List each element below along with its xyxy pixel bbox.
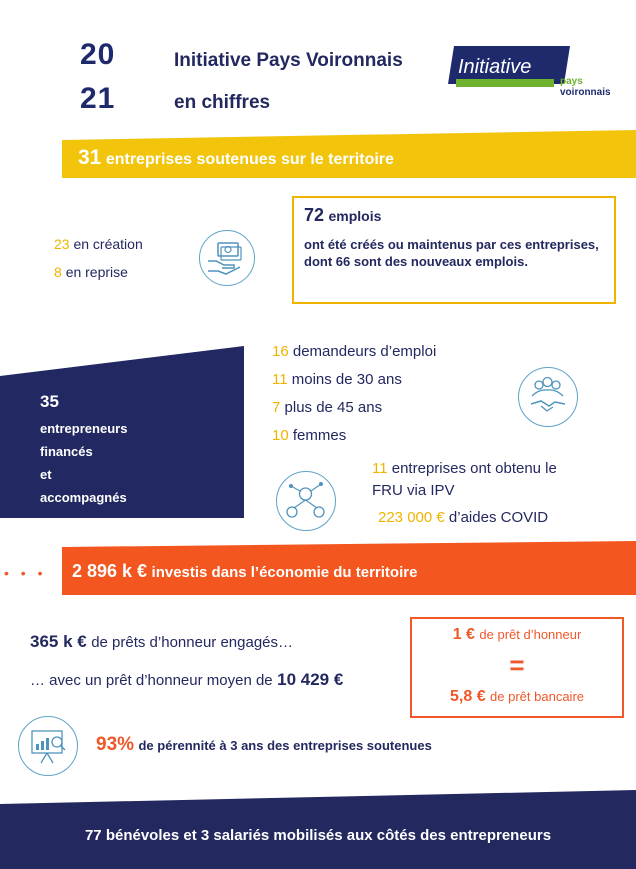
ratio-top: 1 € de prêt d’honneur <box>410 626 624 644</box>
emplois-label: emplois <box>328 208 382 224</box>
logo-green-bar <box>456 79 554 87</box>
year-top: 20 <box>80 38 116 71</box>
covid-amount: 223 000 € <box>378 509 445 526</box>
stat-item: 11 moins de 30 ans <box>272 371 402 388</box>
logo-sub-voironnais: voironnais <box>560 87 611 98</box>
emplois-value: 72 <box>304 205 325 225</box>
entrepreneurs-line2: financés <box>40 444 93 459</box>
entrepreneurs-line1: entrepreneurs <box>40 421 128 436</box>
entrepreneurs-panel <box>0 346 244 518</box>
money-hand-icon <box>199 230 255 286</box>
footer-banner <box>0 790 636 869</box>
prets-value2: 10 429 € <box>277 670 344 689</box>
network-people-icon <box>276 471 336 531</box>
stat-value: 10 <box>272 427 289 444</box>
stat-label: demandeurs d’emploi <box>292 343 437 360</box>
stat-label: plus de 45 ans <box>284 399 383 416</box>
ratio-bottom-value: 5,8 € <box>450 688 486 705</box>
emplois-heading: 72 emplois <box>304 205 381 226</box>
page-title: Initiative Pays Voironnais <box>174 50 403 71</box>
decorative-dots: • • • <box>4 565 47 581</box>
banner-investis-text: 2 896 k € investis dans l’économie du te… <box>72 561 417 582</box>
banner-entreprises-value: 31 <box>78 146 102 169</box>
prets-value1: 365 k € <box>30 632 87 651</box>
prets-line2: … avec un prêt d’honneur moyen de 10 429… <box>30 670 343 690</box>
reprise-value: 8 <box>54 264 62 280</box>
stat-item: 7 plus de 45 ans <box>272 399 382 416</box>
fru-line2: FRU via IPV <box>372 482 455 499</box>
prets-line1: 365 k € de prêts d’honneur engagés… <box>30 632 293 652</box>
fru-line1: 11 entreprises ont obtenu le <box>372 460 557 477</box>
footer-text: 77 bénévoles et 3 salariés mobilisés aux… <box>84 827 552 844</box>
initiative-logo <box>448 46 570 84</box>
reprise-label: en reprise <box>65 264 128 280</box>
prets-prefix2: … avec un prêt d’honneur moyen de <box>30 672 273 689</box>
stat-item: 16 demandeurs d’emploi <box>272 343 436 360</box>
emplois-box <box>292 196 616 304</box>
banner-entreprises-label: entreprises soutenues sur le territoire <box>105 151 394 168</box>
year-bottom: 21 <box>80 82 116 115</box>
ratio-equals: = <box>509 650 525 680</box>
stat-value: 16 <box>272 343 289 360</box>
fru-label: entreprises ont obtenu le <box>391 460 557 477</box>
perennite-label: de pérennité à 3 ans des entreprises sou… <box>138 738 432 753</box>
ratio-top-value: 1 € <box>452 626 475 643</box>
ratio-top-label: de prêt d’honneur <box>479 627 582 642</box>
perennite-line: 93% de pérennité à 3 ans des entreprises… <box>96 734 432 756</box>
banner-investis-value: 2 896 k € <box>72 561 148 581</box>
stat-value: 11 <box>272 371 288 388</box>
fru-value: 11 <box>372 460 388 477</box>
stat-item: 10 femmes <box>272 427 346 444</box>
creation-line: 23 en création <box>54 236 143 252</box>
prets-label1: de prêts d’honneur engagés… <box>91 634 293 651</box>
covid-line: 223 000 € d’aides COVID <box>378 509 548 526</box>
creation-label: en création <box>73 236 143 252</box>
banner-investis-label: investis dans l’économie du territoire <box>151 564 418 581</box>
creation-value: 23 <box>54 236 70 252</box>
reprise-line: 8 en reprise <box>54 264 128 280</box>
perennite-value: 93% <box>96 734 135 755</box>
stat-label: femmes <box>292 427 347 444</box>
emplois-body: ont été créés ou maintenus par ces entre… <box>304 237 599 269</box>
page-subtitle: en chiffres <box>174 92 271 113</box>
entrepreneurs-line4: accompagnés <box>40 490 127 505</box>
chart-presentation-icon <box>18 716 78 776</box>
stat-value: 7 <box>272 399 281 416</box>
stat-label: moins de 30 ans <box>291 371 402 388</box>
ratio-bottom-label: de prêt bancaire <box>490 689 584 704</box>
entrepreneurs-value: 35 <box>40 392 59 411</box>
covid-label: d’aides COVID <box>448 509 549 526</box>
banner-entreprises-text: 31 entreprises soutenues sur le territoi… <box>78 146 394 170</box>
entrepreneurs-line3: et <box>40 467 52 482</box>
banner-investis <box>62 541 636 595</box>
ratio-bottom: 5,8 € de prêt bancaire <box>410 688 624 706</box>
ratio-box <box>410 617 624 718</box>
logo-sub-pays: pays <box>560 76 583 87</box>
logo-word: Initiative <box>458 56 532 78</box>
team-handshake-icon <box>518 367 578 427</box>
